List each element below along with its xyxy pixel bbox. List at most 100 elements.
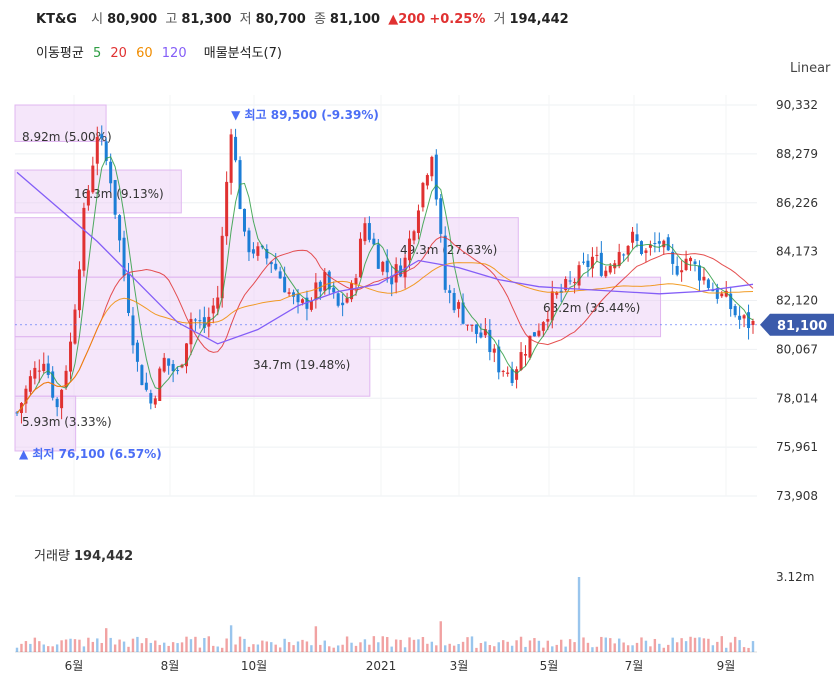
- low-value: 80,700: [255, 12, 306, 27]
- candle-body: [555, 292, 559, 295]
- volume-bar: [91, 641, 95, 652]
- volume-bar: [220, 647, 224, 652]
- volume-bar: [283, 638, 286, 652]
- volume-bar: [649, 646, 652, 652]
- y-tick-label: 88,279: [776, 147, 818, 161]
- candle-body: [689, 257, 693, 262]
- volume-bar: [131, 638, 135, 652]
- candle-body: [443, 235, 447, 290]
- candle-body: [680, 270, 684, 273]
- candle-body: [323, 272, 327, 291]
- volume-bar: [421, 637, 425, 652]
- ma20-label[interactable]: 20: [110, 46, 127, 61]
- volume-bar: [466, 637, 469, 652]
- candle-body: [697, 265, 701, 281]
- volume-bar: [51, 646, 54, 652]
- candle-body: [541, 322, 545, 331]
- ma120-label[interactable]: 120: [161, 46, 187, 61]
- volume-bar: [533, 638, 536, 652]
- candle-body: [711, 289, 715, 292]
- volume-bar: [225, 638, 228, 652]
- candle-body: [135, 342, 139, 362]
- candle-body: [733, 306, 737, 316]
- volume-label: 거: [493, 12, 506, 27]
- volume-bar: [158, 644, 161, 652]
- candle-body: [158, 368, 162, 401]
- volume-bar: [109, 637, 112, 652]
- y-tick-label: 84,173: [776, 245, 818, 259]
- volume-bar: [314, 626, 318, 652]
- volume-bar: [73, 639, 77, 652]
- volume-bar: [515, 640, 518, 652]
- candle-body: [296, 293, 300, 303]
- ma60-label[interactable]: 60: [136, 46, 153, 61]
- volume-bar: [154, 640, 157, 652]
- candle-body: [706, 279, 710, 288]
- candle-body: [412, 231, 416, 241]
- candle-body: [171, 364, 175, 372]
- volume-bar: [238, 636, 242, 652]
- candle-body: [149, 393, 153, 404]
- candle-body: [470, 324, 474, 326]
- volume-bar: [24, 641, 28, 652]
- candle-body: [327, 271, 331, 290]
- volume-bar: [87, 637, 90, 652]
- volume-bar: [270, 642, 273, 652]
- ma5-label[interactable]: 5: [92, 46, 102, 61]
- volume-bar: [484, 641, 487, 652]
- volume-bar: [573, 642, 576, 652]
- scale-mode-toggle[interactable]: Linear: [790, 61, 831, 76]
- volume-bar: [631, 645, 634, 652]
- candle-body: [229, 134, 233, 183]
- volume-bar: [493, 646, 496, 652]
- volume-bar: [751, 641, 755, 652]
- moving-average-toggle[interactable]: 이동평균: [36, 46, 84, 61]
- volume-bar: [296, 641, 300, 652]
- volume-bar: [609, 638, 612, 652]
- y-tick-label: 90,332: [776, 98, 818, 112]
- candle-body: [662, 240, 666, 248]
- volume-profile-toggle[interactable]: 매물분석도(7): [203, 46, 282, 61]
- candle-body: [189, 318, 193, 345]
- volume-bar: [69, 638, 72, 652]
- volume-bar: [176, 643, 179, 652]
- candle-body: [479, 332, 483, 338]
- candle-body: [211, 305, 215, 314]
- volume-bar: [519, 636, 523, 652]
- candle-body: [604, 270, 608, 277]
- volume-bar: [60, 640, 63, 652]
- volume-bar: [341, 644, 344, 652]
- candle-body: [568, 280, 572, 282]
- volume-bar: [372, 636, 376, 652]
- candle-body: [510, 369, 514, 384]
- candle-body: [42, 363, 46, 372]
- x-tick-label: 7월: [625, 659, 644, 673]
- volume-bar: [323, 640, 326, 652]
- volume-bar: [591, 647, 594, 652]
- candle-body: [738, 315, 742, 320]
- volume-profile-bar: [14, 104, 107, 142]
- candle-body: [693, 261, 697, 265]
- volume-bar: [100, 642, 103, 652]
- volume-bar: [600, 636, 603, 652]
- candle-body: [287, 292, 291, 294]
- y-tick-label: 80,067: [776, 342, 818, 356]
- volume-profile-label: 5.93m (3.33%): [22, 415, 112, 429]
- volume-bar: [626, 645, 630, 652]
- volume-bar: [733, 636, 737, 652]
- candle-body: [537, 330, 541, 336]
- candle-body: [185, 343, 189, 367]
- candle-body: [358, 238, 362, 278]
- candle-body: [220, 235, 224, 299]
- volume-bar: [381, 636, 384, 652]
- candle-body: [350, 283, 354, 300]
- volume-bar: [524, 646, 527, 652]
- candle-body: [403, 257, 407, 278]
- candle-body: [372, 238, 376, 245]
- candle-body: [127, 273, 131, 313]
- volume-bar: [234, 644, 237, 652]
- ma60-line: [16, 262, 754, 414]
- candle-body: [278, 271, 282, 279]
- volume-bar: [559, 639, 563, 652]
